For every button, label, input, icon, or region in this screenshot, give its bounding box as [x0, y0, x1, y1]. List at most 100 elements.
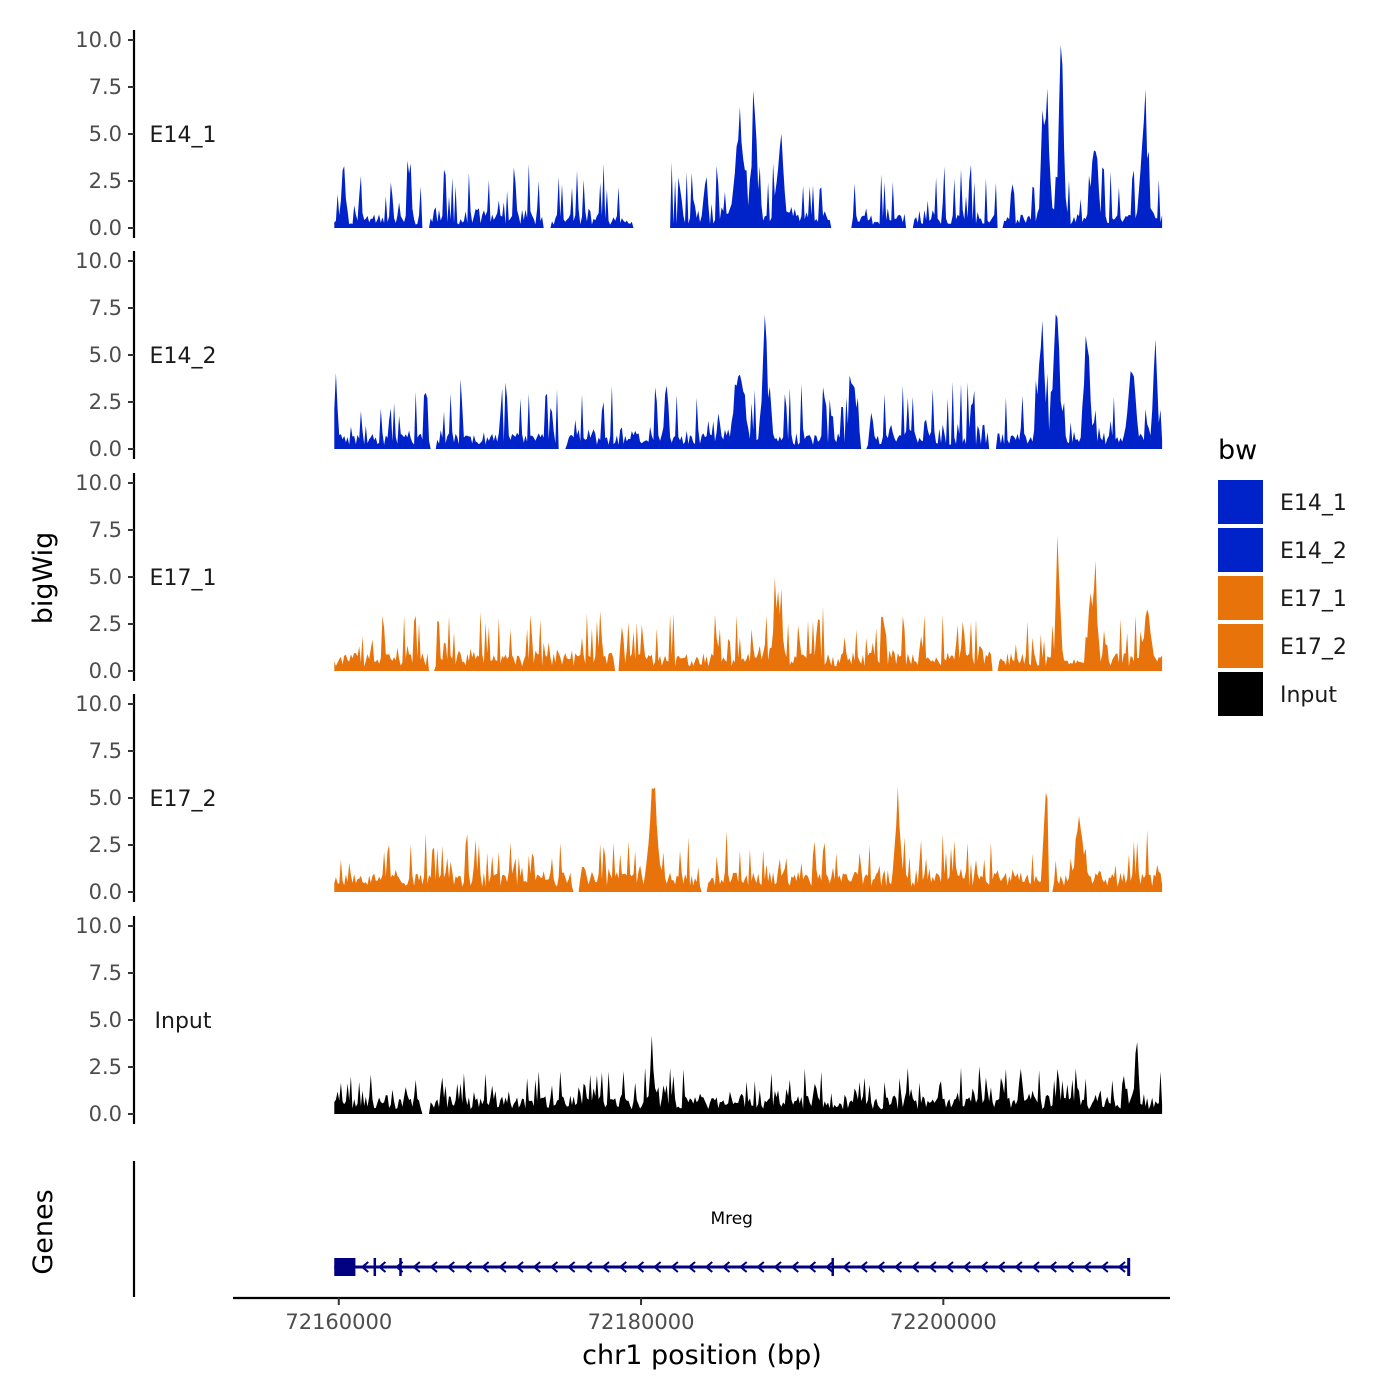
strand-arrow: [429, 1261, 438, 1273]
legend-swatch: [1218, 576, 1263, 620]
y-tick-label: 10.0: [75, 28, 122, 52]
strand-arrow: [704, 1261, 713, 1273]
y-tick-label: 7.5: [89, 296, 122, 320]
x-tick-label: 72180000: [588, 1310, 695, 1334]
strand-arrow: [911, 1261, 920, 1273]
strand-arrow: [979, 1261, 989, 1273]
panel-E14_2: 0.0 2.5 5.0 7.5 10.0 E14_2: [75, 249, 1163, 461]
strand-arrow: [412, 1261, 421, 1273]
strand-arrow: [670, 1261, 679, 1273]
legend-item-E14_1: E14_1: [1218, 480, 1347, 524]
signal-area-E17_1: [334, 534, 1163, 671]
y-tick-label: 7.5: [89, 75, 122, 99]
y-tick-label: 10.0: [75, 249, 122, 273]
y-tick-label: 5.0: [89, 343, 122, 367]
strand-arrow: [618, 1261, 627, 1273]
strand-arrow: [1083, 1261, 1092, 1273]
x-axis: 72160000 72180000 72200000: [233, 1296, 1170, 1334]
strand-arrow: [825, 1261, 834, 1273]
track-label-E17_1: E17_1: [150, 566, 217, 591]
panel-E14_1: 0.0 2.5 5.0 7.5 10.0 E14_1: [75, 28, 1163, 240]
track-label-E14_2: E14_2: [150, 344, 217, 369]
legend-item-Input: Input: [1218, 672, 1337, 716]
strand-arrow: [549, 1261, 559, 1273]
strand-arrow: [515, 1261, 524, 1273]
strand-arrow: [377, 1261, 387, 1273]
y-tick-label: 2.5: [89, 1055, 122, 1079]
gene-exon: [399, 1258, 402, 1276]
gene-track: Mreg: [132, 1161, 1131, 1297]
y-tick-label: 5.0: [89, 786, 122, 810]
legend-label: E17_1: [1280, 587, 1347, 612]
y-tick-label: 2.5: [89, 833, 122, 857]
legend-swatch: [1218, 480, 1263, 524]
strand-arrow: [893, 1261, 903, 1273]
strand-arrow: [498, 1261, 507, 1273]
y-tick-label: 10.0: [75, 692, 122, 716]
strand-arrow: [1031, 1261, 1040, 1273]
panel-E17_2: 0.0 2.5 5.0 7.5 10.0 E17_2: [75, 692, 1163, 904]
panel-Input: 0.0 2.5 5.0 7.5 10.0 Input: [75, 914, 1163, 1126]
y-tick-label: 10.0: [75, 471, 122, 495]
strand-arrow: [1100, 1261, 1109, 1273]
y-tick-label: 7.5: [89, 739, 122, 763]
legend-label: E14_1: [1280, 491, 1347, 516]
strand-arrow: [739, 1261, 748, 1273]
gene-exon: [334, 1258, 356, 1276]
strand-arrow: [1065, 1261, 1075, 1273]
track-label-E17_2: E17_2: [150, 787, 217, 812]
strand-arrow: [756, 1261, 765, 1273]
strand-arrow: [687, 1261, 696, 1273]
strand-arrow: [653, 1261, 662, 1273]
legend-item-E17_2: E17_2: [1218, 624, 1347, 668]
strand-arrow: [859, 1261, 868, 1273]
y-tick-label: 7.5: [89, 518, 122, 542]
strand-arrow: [807, 1261, 817, 1273]
legend-swatch: [1218, 624, 1263, 668]
legend-title: bw: [1218, 435, 1257, 466]
x-tick-label: 72160000: [285, 1310, 392, 1334]
y-tick-label: 0.0: [89, 659, 122, 683]
strand-arrow: [635, 1261, 645, 1273]
strand-arrow: [962, 1261, 971, 1273]
strand-arrow: [360, 1261, 369, 1273]
gene-exon: [1127, 1258, 1131, 1276]
strand-arrow: [1117, 1261, 1126, 1273]
track-label-E14_1: E14_1: [150, 123, 217, 148]
x-tick-label: 72200000: [890, 1310, 997, 1334]
y-tick-label: 2.5: [89, 390, 122, 414]
strand-arrow: [928, 1261, 937, 1273]
legend-swatch: [1218, 672, 1263, 716]
y-tick-label: 2.5: [89, 169, 122, 193]
track-label-Input: Input: [155, 1009, 212, 1034]
legend-label: E14_2: [1280, 539, 1347, 564]
strand-arrow: [773, 1261, 782, 1273]
legend-label: E17_2: [1280, 635, 1347, 660]
legend-item-E14_2: E14_2: [1218, 528, 1347, 572]
strand-arrow: [532, 1261, 541, 1273]
signal-area-E14_1: [334, 44, 1163, 229]
legend-swatch: [1218, 528, 1263, 572]
gene-exon: [831, 1258, 834, 1276]
y-tick-label: 5.0: [89, 1008, 122, 1032]
y-tick-label: 5.0: [89, 565, 122, 589]
x-axis-title: chr1 position (bp): [582, 1340, 822, 1371]
gene-Mreg: Mreg: [334, 1209, 1131, 1276]
y-tick-label: 0.0: [89, 1102, 122, 1126]
signal-area-E17_2: [334, 786, 1163, 892]
genes-track-title: Genes: [28, 1189, 59, 1274]
strand-arrow: [446, 1261, 455, 1273]
y-tick-label: 0.0: [89, 216, 122, 240]
legend-item-E17_1: E17_1: [1218, 576, 1347, 620]
legend-label: Input: [1280, 683, 1337, 708]
signal-area-E14_2: [334, 314, 1163, 449]
strand-arrow: [997, 1261, 1006, 1273]
strand-arrow: [876, 1261, 885, 1273]
strand-arrow: [790, 1261, 799, 1273]
strand-arrow: [584, 1261, 593, 1273]
y-tick-label: 0.0: [89, 880, 122, 904]
strand-arrow: [601, 1261, 610, 1273]
y-tick-label: 2.5: [89, 612, 122, 636]
strand-arrow: [567, 1261, 576, 1273]
